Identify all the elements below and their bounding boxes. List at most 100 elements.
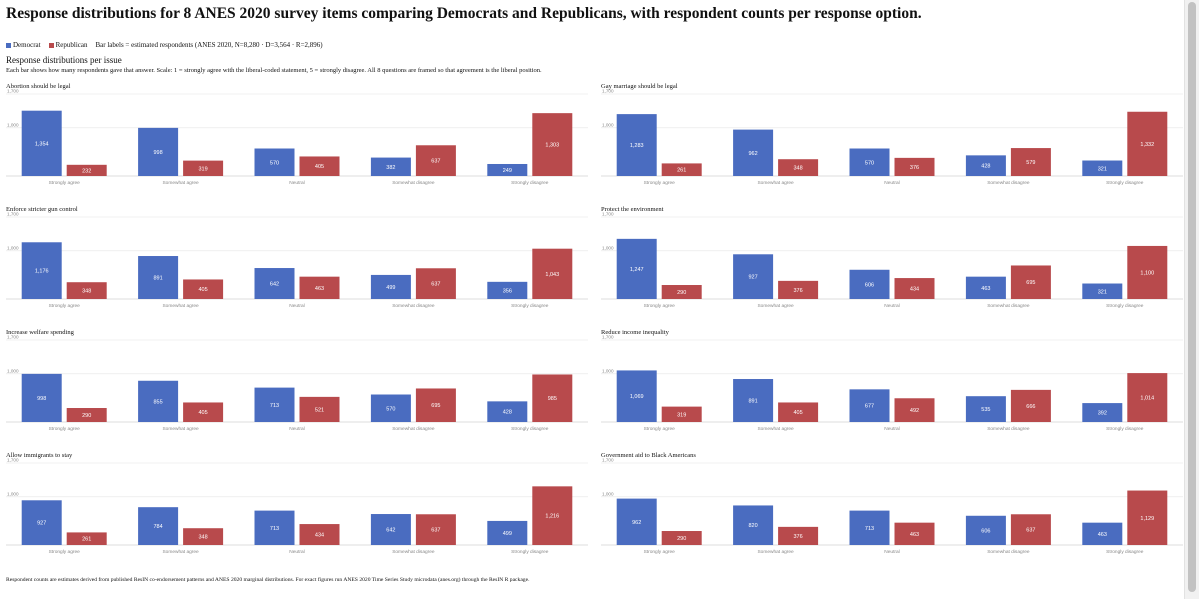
bar-value-label: 376: [794, 288, 803, 294]
bar-republican: [778, 280, 819, 299]
bar-democrat: [254, 510, 295, 545]
chart-panel: Government aid to Black Americans 1,700 1,…: [601, 452, 1183, 562]
bar-value-label: 962: [749, 151, 758, 157]
footer-note: Respondent counts are estimates derived …: [6, 577, 530, 583]
y-tick-label: 1,700: [7, 458, 19, 463]
bar-republican: [532, 248, 573, 299]
chart-title: Abortion should be legal: [6, 83, 71, 90]
bar-value-label: 376: [794, 534, 803, 540]
bar-value-label: 261: [82, 537, 91, 543]
bar-republican: [66, 408, 107, 422]
bar-value-label: 434: [910, 287, 919, 293]
bar-democrat: [849, 389, 890, 422]
y-tick-label: 1,700: [602, 458, 614, 463]
bar-value-label: 319: [199, 166, 208, 172]
bar-republican: [415, 388, 456, 422]
bar-democrat: [733, 379, 774, 422]
bar-value-label: 606: [981, 528, 990, 534]
bar-democrat: [849, 510, 890, 545]
bar-republican: [299, 276, 340, 299]
bar-democrat: [138, 127, 179, 176]
y-tick-label: 1,700: [7, 212, 19, 217]
bar-republican: [894, 157, 935, 176]
x-tick-label: Strongly agree: [644, 426, 676, 432]
bar-value-label: 677: [865, 404, 874, 410]
bar-republican: [66, 282, 107, 299]
bar-value-label: 376: [910, 165, 919, 171]
bar-value-label: 405: [199, 287, 208, 293]
bar-value-label: 499: [386, 285, 395, 291]
chart-title: Government aid to Black Americans: [601, 452, 696, 459]
bar-value-label: 1,247: [630, 267, 644, 273]
x-tick-label: Neutral: [884, 180, 899, 186]
bar-republican: [415, 268, 456, 299]
y-tick-label: 1,700: [602, 89, 614, 94]
bar-value-label: 428: [503, 410, 512, 416]
x-tick-label: Somewhat agree: [162, 426, 199, 432]
x-tick-label: Neutral: [884, 303, 899, 309]
x-tick-label: Somewhat disagree: [392, 303, 435, 309]
bar-democrat: [733, 254, 774, 299]
bar-value-label: 695: [1026, 280, 1035, 286]
bar-value-label: 666: [1026, 404, 1035, 410]
bar-republican: [299, 524, 340, 545]
bar-chart: 1,700 1,000 1,247 290 Strongly agree 927 376 So…: [601, 212, 1183, 309]
y-tick-label: 1,000: [602, 491, 614, 496]
chart-title: Protect the environment: [601, 206, 664, 213]
scrollbar-thumb[interactable]: [1188, 2, 1196, 592]
x-tick-label: Neutral: [289, 549, 304, 555]
x-tick-label: Strongly disagree: [1106, 426, 1144, 432]
bar-democrat: [254, 268, 295, 299]
bar-democrat: [1082, 403, 1123, 422]
bar-value-label: 927: [749, 275, 758, 281]
bar-republican: [183, 160, 224, 176]
x-tick-label: Strongly disagree: [511, 426, 549, 432]
y-tick-label: 1,700: [602, 212, 614, 217]
x-tick-label: Somewhat agree: [757, 549, 794, 555]
bar-democrat: [370, 157, 411, 176]
x-tick-label: Strongly disagree: [1106, 549, 1144, 555]
bar-value-label: 985: [548, 396, 557, 402]
bar-republican: [1127, 245, 1168, 299]
bar-democrat: [21, 242, 62, 299]
bar-value-label: 820: [749, 523, 758, 529]
vertical-scrollbar[interactable]: [1184, 0, 1199, 599]
y-tick-label: 1,000: [7, 245, 19, 250]
x-tick-label: Strongly disagree: [1106, 303, 1144, 309]
legend-note: Bar labels = estimated respondents (ANES…: [95, 41, 323, 49]
bar-value-label: 463: [910, 532, 919, 538]
x-tick-label: Somewhat disagree: [987, 180, 1030, 186]
x-tick-label: Strongly agree: [644, 549, 676, 555]
bar-republican: [532, 486, 573, 545]
bar-value-label: 492: [910, 408, 919, 414]
bar-value-label: 535: [981, 407, 990, 413]
bar-value-label: 348: [199, 535, 208, 541]
bar-value-label: 1,129: [1140, 516, 1154, 522]
bar-value-label: 642: [386, 528, 395, 534]
bar-value-label: 356: [503, 288, 512, 294]
y-tick-label: 1,000: [7, 368, 19, 373]
bar-value-label: 713: [270, 526, 279, 532]
y-tick-label: 1,000: [602, 245, 614, 250]
bar-republican: [66, 164, 107, 176]
bar-republican: [1010, 389, 1051, 422]
x-tick-label: Somewhat agree: [757, 426, 794, 432]
x-tick-label: Neutral: [289, 180, 304, 186]
bar-value-label: 521: [315, 407, 324, 413]
bar-value-label: 249: [503, 168, 512, 174]
chart-title: Increase welfare spending: [6, 329, 74, 336]
bar-value-label: 428: [981, 164, 990, 170]
bar-value-label: 348: [794, 166, 803, 172]
bar-republican: [778, 526, 819, 545]
bar-republican: [1127, 111, 1168, 176]
bar-value-label: 434: [315, 533, 324, 539]
bar-democrat: [21, 373, 62, 422]
x-tick-label: Strongly agree: [49, 180, 81, 186]
chart-panel: Allow immigrants to stay 1,700 1,000 927 261…: [6, 452, 588, 562]
x-tick-label: Strongly agree: [49, 426, 81, 432]
x-tick-label: Neutral: [884, 549, 899, 555]
bar-value-label: 405: [794, 410, 803, 416]
bar-value-label: 392: [1098, 411, 1107, 417]
